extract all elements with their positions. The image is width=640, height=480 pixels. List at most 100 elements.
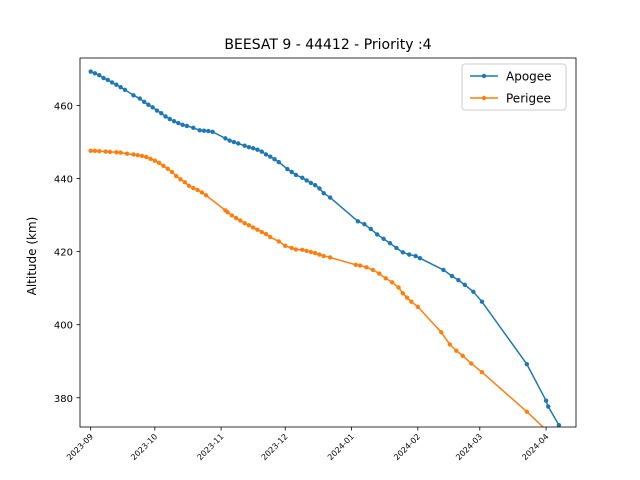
- data-point-apogee: [543, 398, 549, 403]
- data-point-perigee: [439, 330, 444, 335]
- data-point-apogee: [456, 277, 461, 283]
- data-point-apogee: [272, 157, 277, 162]
- data-point-apogee: [400, 250, 406, 255]
- data-point-perigee: [161, 163, 166, 168]
- data-point-perigee: [454, 348, 459, 353]
- data-point-apogee: [92, 71, 98, 76]
- data-point-apogee: [471, 289, 476, 295]
- data-point-perigee: [353, 262, 358, 267]
- data-point-apogee: [255, 147, 260, 152]
- data-point-apogee: [355, 219, 361, 224]
- data-point-perigee: [97, 148, 102, 154]
- data-point-perigee: [225, 209, 230, 215]
- data-point-apogee: [394, 245, 399, 251]
- data-point-apogee: [285, 166, 290, 172]
- data-point-apogee: [131, 93, 136, 98]
- data-point-perigee: [255, 227, 260, 232]
- data-point-perigee: [242, 220, 247, 226]
- data-point-apogee: [462, 282, 468, 288]
- data-point-perigee: [165, 166, 170, 171]
- data-point-perigee: [289, 245, 294, 251]
- data-point-apogee: [114, 82, 119, 87]
- data-point-perigee: [156, 160, 162, 166]
- data-point-apogee: [312, 182, 318, 188]
- data-point-perigee: [118, 150, 123, 155]
- data-point-apogee: [171, 119, 177, 124]
- data-point-perigee: [238, 218, 243, 223]
- data-point-perigee: [107, 149, 113, 155]
- data-point-apogee: [88, 69, 93, 74]
- legend-marker-apogee: [481, 73, 487, 79]
- data-point-apogee: [154, 108, 160, 113]
- data-point-apogee: [368, 226, 373, 232]
- y-tick-label: 460: [54, 101, 73, 112]
- data-point-apogee: [231, 139, 237, 145]
- data-point-perigee: [174, 173, 179, 179]
- data-point-apogee: [101, 75, 106, 81]
- data-point-perigee: [144, 154, 149, 160]
- data-point-perigee: [250, 225, 256, 230]
- data-point-apogee: [317, 186, 322, 191]
- data-point-apogee: [223, 136, 228, 141]
- y-tick-label: 400: [54, 321, 73, 332]
- data-point-apogee: [387, 241, 393, 246]
- data-point-perigee: [293, 247, 299, 252]
- data-point-apogee: [97, 72, 102, 78]
- data-point-apogee: [449, 273, 455, 279]
- data-point-apogee: [180, 122, 185, 128]
- data-point-perigee: [409, 299, 414, 304]
- data-point-perigee: [327, 255, 333, 260]
- data-point-apogee: [374, 232, 380, 237]
- data-point-apogee: [407, 252, 412, 257]
- chart-title: BEESAT 9 - 44412 - Priority :4: [224, 37, 431, 53]
- data-point-perigee: [364, 265, 369, 270]
- data-point-apogee: [201, 128, 207, 133]
- data-point-perigee: [92, 148, 98, 153]
- data-point-apogee: [524, 361, 530, 367]
- data-point-apogee: [300, 175, 305, 181]
- data-point-perigee: [178, 177, 183, 182]
- data-point-apogee: [176, 120, 181, 126]
- data-point-perigee: [88, 148, 93, 153]
- data-point-perigee: [377, 271, 382, 276]
- data-point-apogee: [381, 236, 386, 242]
- data-point-apogee: [137, 96, 143, 101]
- data-point-apogee: [227, 138, 232, 143]
- data-point-apogee: [163, 114, 168, 119]
- data-point-perigee: [152, 158, 158, 163]
- data-point-apogee: [210, 129, 215, 134]
- data-point-perigee: [479, 370, 485, 375]
- data-point-perigee: [415, 304, 420, 309]
- y-tick-label: 380: [54, 394, 73, 405]
- data-point-perigee: [229, 213, 234, 218]
- data-point-perigee: [383, 276, 388, 281]
- data-point-perigee: [246, 223, 252, 228]
- data-point-apogee: [250, 146, 256, 151]
- data-point-apogee: [321, 190, 326, 196]
- data-point-perigee: [182, 180, 187, 185]
- data-point-perigee: [400, 291, 406, 296]
- data-point-perigee: [308, 249, 314, 255]
- data-point-apogee: [236, 141, 241, 146]
- data-point-apogee: [167, 116, 172, 122]
- data-point-perigee: [259, 229, 264, 235]
- data-point-apogee: [246, 144, 252, 150]
- data-point-apogee: [556, 422, 562, 427]
- legend-label-perigee: Perigee: [506, 92, 551, 106]
- data-point-apogee: [259, 149, 264, 154]
- data-point-perigee: [404, 295, 410, 300]
- data-point-apogee: [191, 125, 196, 130]
- y-tick-label: 420: [54, 248, 73, 259]
- data-point-perigee: [460, 353, 465, 358]
- data-point-perigee: [268, 234, 273, 240]
- data-point-apogee: [479, 299, 485, 304]
- data-point-apogee: [159, 110, 164, 116]
- data-point-perigee: [317, 252, 322, 257]
- data-point-apogee: [146, 102, 151, 107]
- data-point-perigee: [203, 193, 209, 198]
- legend-marker-perigee: [481, 95, 487, 101]
- data-point-apogee: [206, 128, 211, 134]
- data-point-apogee: [263, 152, 269, 157]
- data-point-perigee: [370, 267, 376, 273]
